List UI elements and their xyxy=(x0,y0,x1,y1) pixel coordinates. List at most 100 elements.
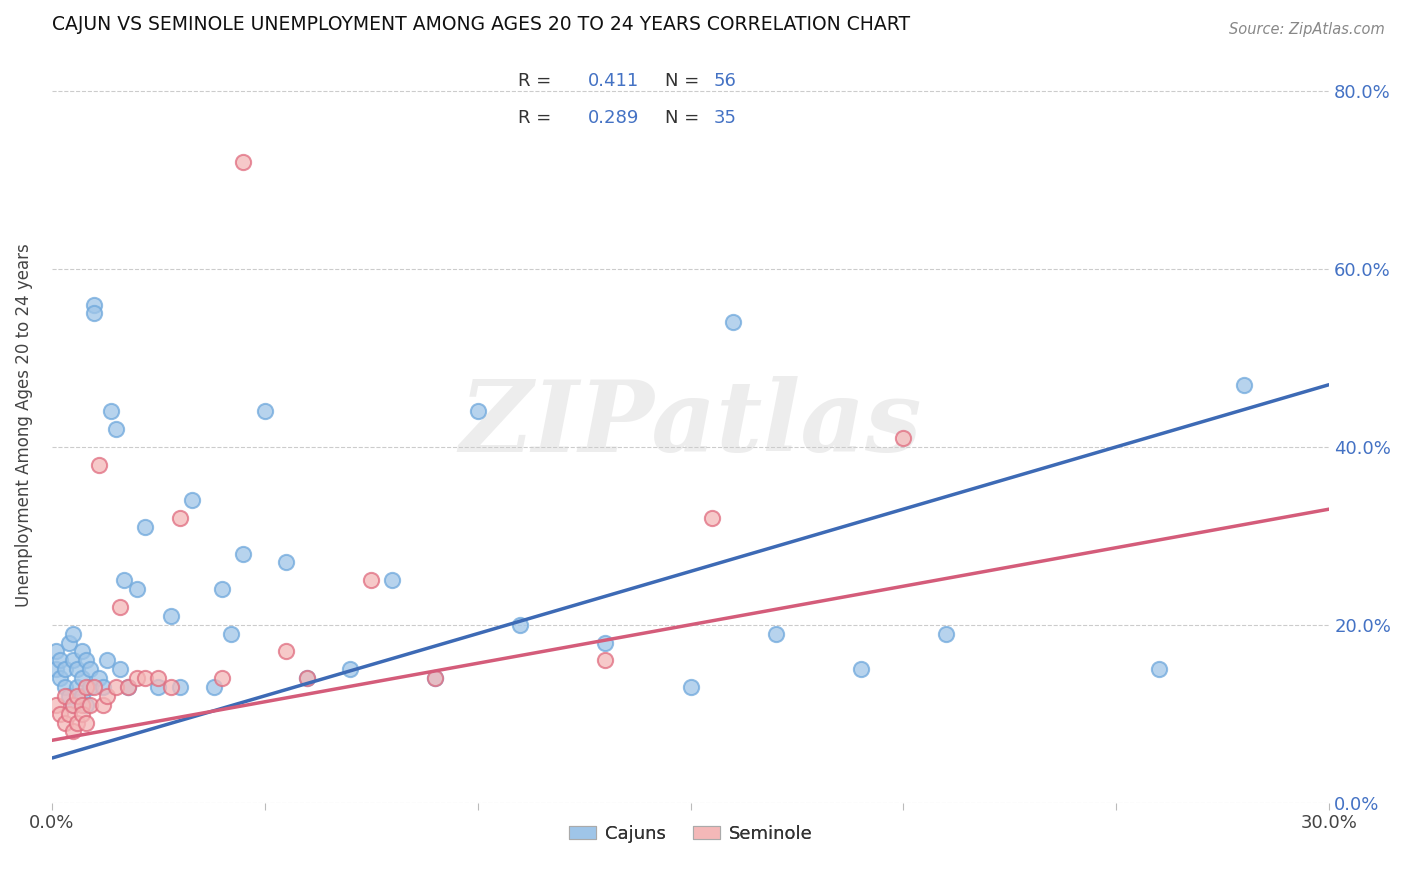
Text: N =: N = xyxy=(665,71,704,90)
Point xyxy=(169,511,191,525)
Point xyxy=(62,698,84,712)
Point xyxy=(75,653,97,667)
Point xyxy=(79,662,101,676)
Point xyxy=(108,599,131,614)
Point xyxy=(91,680,114,694)
Text: ZIPatlas: ZIPatlas xyxy=(460,376,922,473)
Point xyxy=(125,582,148,596)
Point xyxy=(1233,377,1256,392)
Point xyxy=(679,680,702,694)
Point xyxy=(211,671,233,685)
Point xyxy=(108,662,131,676)
Text: 0.411: 0.411 xyxy=(588,71,640,90)
Point xyxy=(83,680,105,694)
Point xyxy=(49,706,72,721)
Point xyxy=(181,493,204,508)
Y-axis label: Unemployment Among Ages 20 to 24 years: Unemployment Among Ages 20 to 24 years xyxy=(15,243,32,607)
Point xyxy=(423,671,446,685)
Point xyxy=(58,706,80,721)
Point xyxy=(62,724,84,739)
Text: CAJUN VS SEMINOLE UNEMPLOYMENT AMONG AGES 20 TO 24 YEARS CORRELATION CHART: CAJUN VS SEMINOLE UNEMPLOYMENT AMONG AGE… xyxy=(52,15,910,34)
Point xyxy=(75,715,97,730)
Text: R =: R = xyxy=(517,71,557,90)
Point xyxy=(96,689,118,703)
Point xyxy=(849,662,872,676)
Point xyxy=(70,644,93,658)
Point xyxy=(79,680,101,694)
Point xyxy=(53,680,76,694)
Text: 35: 35 xyxy=(713,110,737,128)
Point xyxy=(45,662,67,676)
Point xyxy=(75,680,97,694)
Text: 56: 56 xyxy=(713,71,737,90)
Point xyxy=(1147,662,1170,676)
Point xyxy=(381,574,404,588)
Text: 0.289: 0.289 xyxy=(588,110,640,128)
Point xyxy=(62,626,84,640)
Point xyxy=(509,617,531,632)
Point xyxy=(117,680,139,694)
Point xyxy=(91,698,114,712)
Text: Source: ZipAtlas.com: Source: ZipAtlas.com xyxy=(1229,22,1385,37)
Point xyxy=(79,698,101,712)
Point xyxy=(49,671,72,685)
Point xyxy=(58,635,80,649)
Point xyxy=(83,297,105,311)
Point xyxy=(53,715,76,730)
Point xyxy=(160,680,183,694)
Legend: Cajuns, Seminole: Cajuns, Seminole xyxy=(561,818,820,850)
Point xyxy=(423,671,446,685)
Point xyxy=(232,155,254,169)
Point xyxy=(219,626,242,640)
Point xyxy=(104,422,127,436)
Point xyxy=(62,653,84,667)
Point xyxy=(62,698,84,712)
Point xyxy=(700,511,723,525)
Point xyxy=(595,635,617,649)
Point xyxy=(53,689,76,703)
Point xyxy=(765,626,787,640)
Point xyxy=(75,698,97,712)
Point xyxy=(96,653,118,667)
Point xyxy=(45,698,67,712)
Point xyxy=(117,680,139,694)
Point xyxy=(202,680,225,694)
Point xyxy=(253,404,276,418)
Point xyxy=(66,689,89,703)
Point xyxy=(721,315,744,329)
Point xyxy=(274,644,297,658)
Point xyxy=(148,680,170,694)
Point xyxy=(70,689,93,703)
Point xyxy=(53,662,76,676)
Point xyxy=(274,556,297,570)
Point xyxy=(360,574,382,588)
Point xyxy=(66,680,89,694)
Point xyxy=(70,706,93,721)
Point xyxy=(83,306,105,320)
Point xyxy=(297,671,319,685)
Point xyxy=(100,404,122,418)
Point xyxy=(134,671,156,685)
Point xyxy=(87,671,110,685)
Point xyxy=(595,653,617,667)
Point xyxy=(104,680,127,694)
Point xyxy=(339,662,361,676)
Text: R =: R = xyxy=(517,110,557,128)
Point xyxy=(58,689,80,703)
Point xyxy=(70,698,93,712)
Point xyxy=(66,715,89,730)
Point xyxy=(66,662,89,676)
Point xyxy=(148,671,170,685)
Point xyxy=(467,404,489,418)
Point xyxy=(169,680,191,694)
Point xyxy=(49,653,72,667)
Point xyxy=(45,644,67,658)
Point xyxy=(70,671,93,685)
Point xyxy=(112,574,135,588)
Point xyxy=(893,431,915,445)
Point xyxy=(232,547,254,561)
Point xyxy=(211,582,233,596)
Point xyxy=(160,608,183,623)
Point xyxy=(935,626,957,640)
Point xyxy=(297,671,319,685)
